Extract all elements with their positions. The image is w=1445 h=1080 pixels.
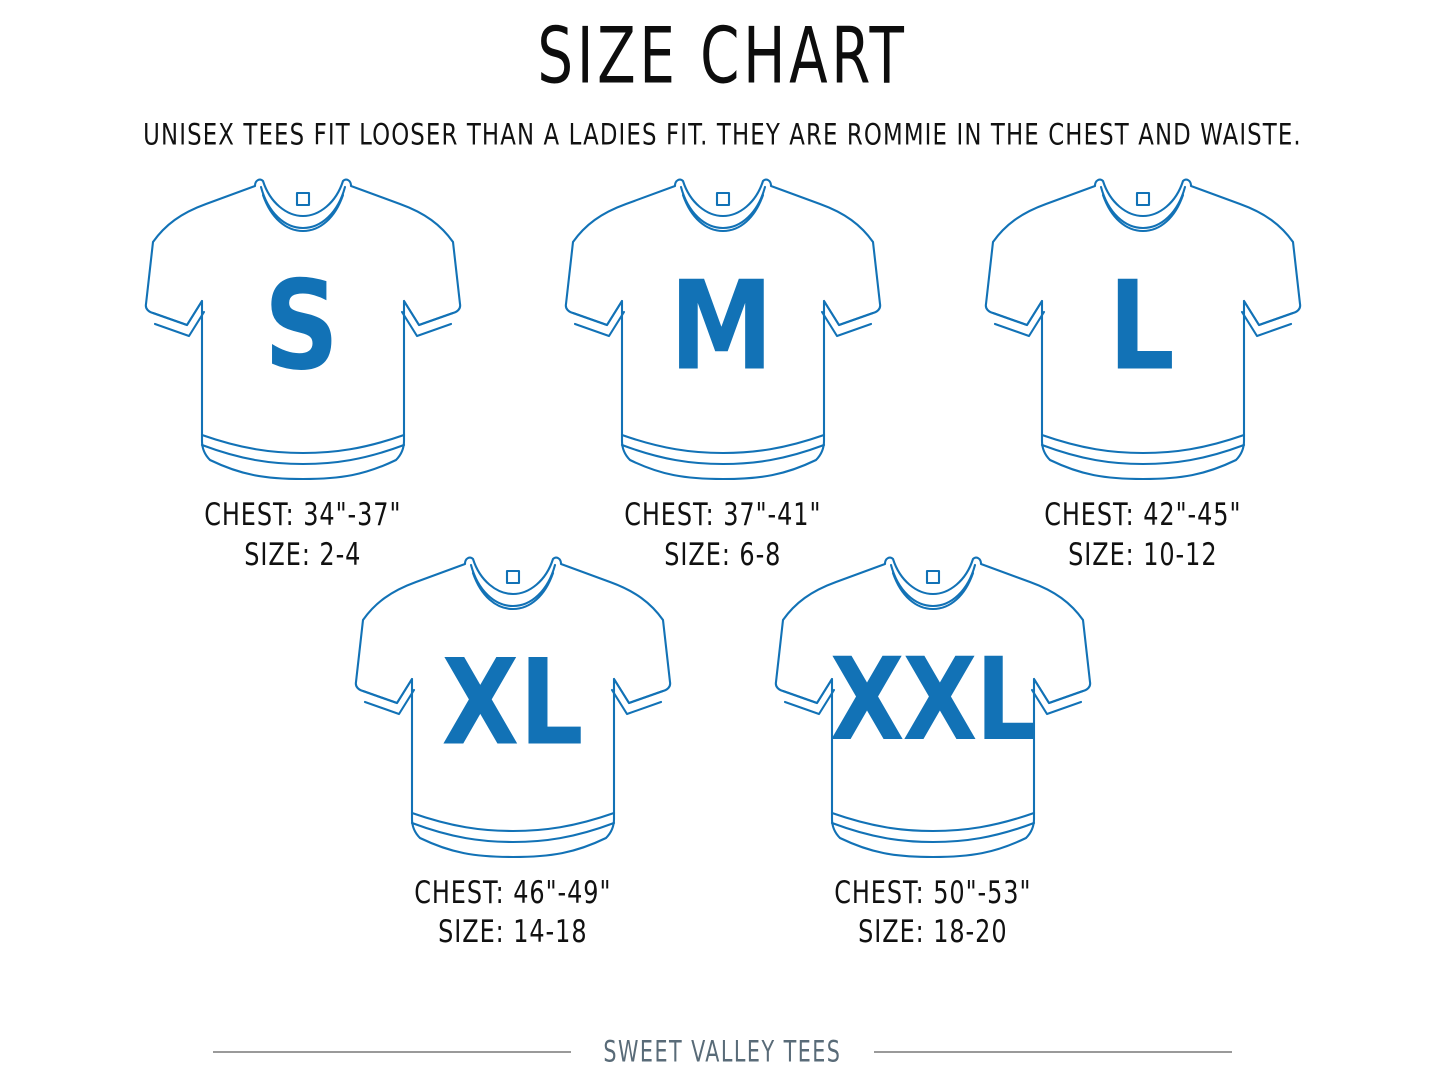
chest-measure-s: CHEST: 34"-37" [203,496,402,533]
measurements-xxl: CHEST: 50"-53" SIZE: 18-20 [829,873,1037,953]
tshirt-icon [354,556,671,858]
size-row-bottom: XL CHEST: 46"-49" SIZE: 14-18 [0,551,1445,953]
page-header: SIZE CHART UNISEX TEES FIT LOOSER THAN A… [0,0,1445,153]
numeric-size-m: SIZE: 6-8 [663,536,782,573]
footer-rule-left [213,1050,572,1053]
measurements-l: CHEST: 42"-45" SIZE: 10-12 [1039,495,1247,575]
measurements-s: CHEST: 34"-37" SIZE: 2-4 [199,495,407,575]
brand-name: SWEET VALLEY TEES [603,1034,842,1069]
tshirt-illustration-s: S [142,173,464,485]
size-card-m[interactable]: M CHEST: 37"-41" SIZE: 6-8 [562,173,884,575]
measurements-m: CHEST: 37"-41" SIZE: 6-8 [619,495,827,575]
chest-measure-m: CHEST: 37"-41" [623,496,822,533]
size-card-s[interactable]: S CHEST: 34"-37" SIZE: 2-4 [142,173,464,575]
footer-rule-right [873,1050,1232,1053]
tshirt-illustration-l: L [982,173,1304,485]
size-card-xxl[interactable]: XXL CHEST: 50"-53" SIZE: 18-20 [772,551,1094,953]
tshirt-illustration-m: M [562,173,884,485]
chest-measure-xxl: CHEST: 50"-53" [833,873,1032,911]
tshirt-illustration-xl: XL [352,551,674,863]
page-subtitle: UNISEX TEES FIT LOOSER THAN A LADIES FIT… [143,117,1302,153]
chest-measure-xl: CHEST: 46"-49" [413,873,612,911]
size-card-l[interactable]: L CHEST: 42"-45" SIZE: 10-12 [982,173,1304,575]
measurements-xl: CHEST: 46"-49" SIZE: 14-18 [409,873,617,953]
tshirt-icon [774,556,1091,858]
numeric-size-xl: SIZE: 14-18 [437,913,588,950]
page-footer: SWEET VALLEY TEES [0,1034,1445,1069]
tshirt-icon [144,178,461,481]
tshirt-illustration-xxl: XXL [772,551,1094,863]
size-row-top: S CHEST: 34"-37" SIZE: 2-4 [0,173,1445,575]
numeric-size-xxl: SIZE: 18-20 [857,913,1008,950]
page-title: SIZE CHART [537,11,908,102]
numeric-size-s: SIZE: 2-4 [243,536,362,573]
numeric-size-l: SIZE: 10-12 [1067,536,1218,573]
tshirt-icon [564,178,881,481]
size-card-xl[interactable]: XL CHEST: 46"-49" SIZE: 14-18 [352,551,674,953]
chest-measure-l: CHEST: 42"-45" [1043,496,1242,533]
tshirt-icon [984,178,1301,481]
